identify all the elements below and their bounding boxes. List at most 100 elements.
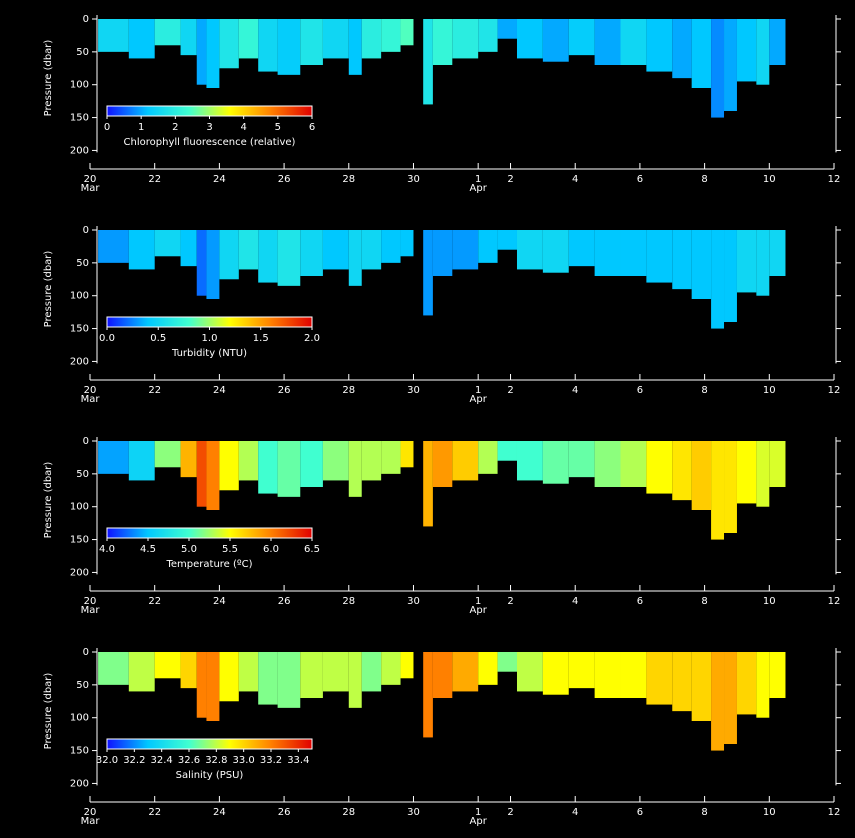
profile-cell xyxy=(672,230,692,290)
x-tick-label: 22 xyxy=(148,174,161,185)
x-tick-label: 4 xyxy=(572,807,578,818)
colorbar-tick-label: 0.5 xyxy=(150,333,166,344)
x-tick-label: 30 xyxy=(407,385,420,396)
profile-cell xyxy=(691,441,712,510)
profile-cell xyxy=(691,652,712,721)
profile-cell xyxy=(672,19,692,79)
profile-cell xyxy=(361,19,382,59)
profile-cell xyxy=(361,652,382,692)
profile-cell xyxy=(432,441,453,487)
profile-cell xyxy=(180,652,197,689)
x-tick-label: 30 xyxy=(407,596,420,607)
profile-cell xyxy=(238,19,259,59)
profile-cell xyxy=(736,19,757,82)
profile-cell xyxy=(769,441,786,487)
profile-cell xyxy=(672,652,692,712)
x-tick-label: 10 xyxy=(763,596,776,607)
y-tick-label: 200 xyxy=(70,778,89,789)
profile-cell xyxy=(478,230,498,263)
x-tick-label: 20 xyxy=(84,174,97,185)
x-tick-label: 1 xyxy=(475,596,481,607)
colorbar-tick-label: 32.0 xyxy=(96,755,118,766)
profile-cell xyxy=(542,19,569,62)
colorbar-tick-label: 2 xyxy=(172,122,178,133)
profile-cell xyxy=(206,230,220,299)
profile-cell xyxy=(381,652,401,685)
profile-cell xyxy=(478,441,498,474)
profile-cell xyxy=(381,230,401,263)
y-tick-label: 150 xyxy=(70,113,89,124)
colorbar-label: Turbidity (NTU) xyxy=(171,348,247,359)
profile-cell xyxy=(322,19,349,59)
y-tick-label: 150 xyxy=(70,746,89,757)
profile-cell xyxy=(98,441,129,474)
profile-cell xyxy=(154,19,181,46)
profile-cell xyxy=(432,230,453,276)
month-label: Apr xyxy=(470,394,488,405)
profile-cell xyxy=(277,441,301,497)
profile-cell xyxy=(497,441,517,461)
profile-cell xyxy=(423,230,433,316)
profile-cell xyxy=(568,230,595,267)
colorbar-tick-label: 3 xyxy=(206,122,212,133)
x-tick-label: 20 xyxy=(84,596,97,607)
profile-cell xyxy=(348,230,362,286)
month-label: Apr xyxy=(470,816,488,827)
profile-cell xyxy=(180,19,197,56)
colorbar-tick-label: 4.0 xyxy=(99,544,115,555)
profile-cell xyxy=(400,652,414,679)
profile-cell xyxy=(258,652,278,705)
profile-cell xyxy=(219,230,239,280)
profile-cell xyxy=(196,230,207,296)
profile-cell xyxy=(542,441,569,484)
colorbar xyxy=(106,738,313,750)
profile-cell xyxy=(400,441,414,468)
profile-cell xyxy=(497,19,517,39)
colorbar-tick-label: 6.0 xyxy=(263,544,279,555)
profile-cell xyxy=(277,19,301,75)
profile-cell xyxy=(128,441,155,481)
colorbar-tick-label: 32.8 xyxy=(205,755,227,766)
profile-cell xyxy=(322,652,349,692)
profile-cell xyxy=(497,230,517,250)
profile-cell xyxy=(300,652,323,698)
colorbar-label: Salinity (PSU) xyxy=(176,770,244,781)
colorbar-label: Chlorophyll fluorescence (relative) xyxy=(124,137,296,148)
profile-cell xyxy=(756,441,770,507)
x-tick-label: 8 xyxy=(701,807,707,818)
y-tick-label: 0 xyxy=(83,225,89,236)
x-tick-label: 26 xyxy=(278,174,291,185)
x-tick-label: 8 xyxy=(701,385,707,396)
colorbar-tick-label: 32.2 xyxy=(123,755,145,766)
y-tick-label: 50 xyxy=(76,258,89,269)
profile-cell xyxy=(620,230,647,276)
profile-cell xyxy=(542,230,569,273)
profile-cell xyxy=(724,652,737,744)
month-label: Mar xyxy=(81,183,101,194)
y-axis-label: Pressure (dbar) xyxy=(43,251,54,328)
colorbar-tick-label: 5.5 xyxy=(222,544,238,555)
x-tick-label: 26 xyxy=(278,807,291,818)
colorbar-tick-label: 4 xyxy=(240,122,246,133)
profile-cell xyxy=(497,652,517,672)
profile-cell xyxy=(258,19,278,72)
x-tick-label: 10 xyxy=(763,174,776,185)
x-tick-label: 24 xyxy=(213,174,226,185)
x-tick-label: 30 xyxy=(407,174,420,185)
profile-cell xyxy=(154,230,181,257)
colorbar-tick-label: 1 xyxy=(138,122,144,133)
x-tick-label: 20 xyxy=(84,807,97,818)
colorbar-tick-label: 32.4 xyxy=(151,755,173,766)
profile-cell xyxy=(180,230,197,267)
x-tick-label: 24 xyxy=(213,385,226,396)
profile-cell xyxy=(348,19,362,75)
profile-cell xyxy=(423,652,433,738)
profile-cell xyxy=(423,19,433,105)
profile-cell xyxy=(736,441,757,504)
x-tick-label: 22 xyxy=(148,596,161,607)
profile-cell xyxy=(711,19,725,118)
x-tick-label: 4 xyxy=(572,385,578,396)
profile-cell xyxy=(238,441,259,481)
colorbar-label: Temperature (ºC) xyxy=(165,559,252,570)
